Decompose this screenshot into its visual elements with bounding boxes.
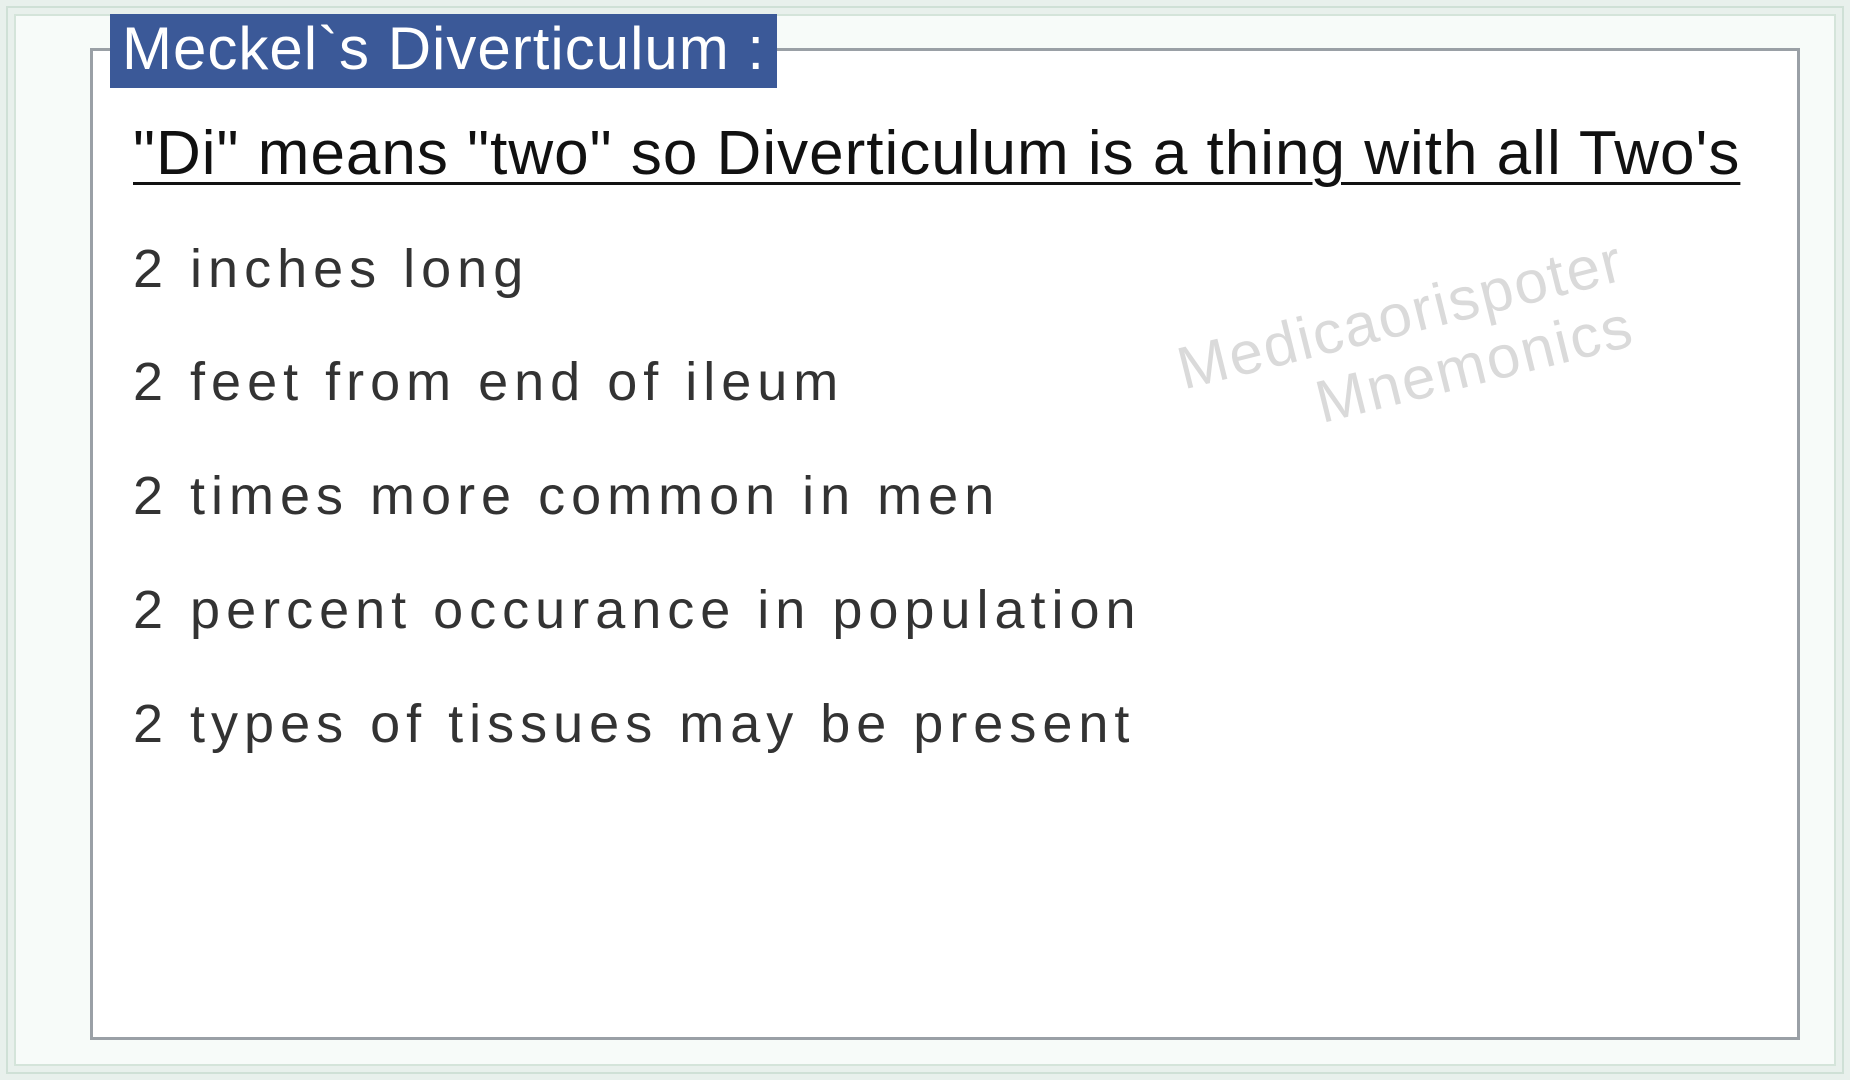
mnemonic-item: 2 inches long bbox=[133, 228, 1757, 312]
card-legend-title: Meckel`s Diverticulum : bbox=[110, 14, 777, 88]
mnemonic-item: 2 times more common in men bbox=[133, 455, 1757, 539]
mnemonic-item: 2 feet from end of ileum bbox=[133, 341, 1757, 425]
content-card: Medicaorispoter Mnemonics "Di" means "tw… bbox=[90, 48, 1800, 1040]
mnemonic-item: 2 types of tissues may be present bbox=[133, 683, 1757, 767]
mnemonic-subtitle: "Di" means "two" so Diverticulum is a th… bbox=[133, 111, 1757, 198]
mnemonic-item: 2 percent occurance in population bbox=[133, 569, 1757, 653]
